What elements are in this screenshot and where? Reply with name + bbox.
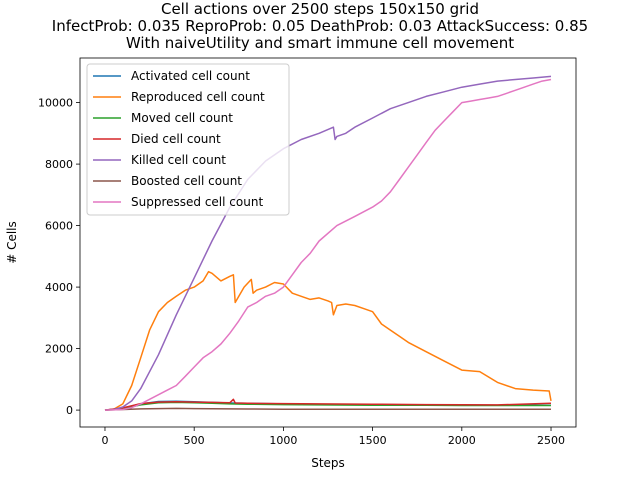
legend-label-died-cell-count: Died cell count bbox=[131, 132, 221, 146]
chart-title-line-3: With naiveUtility and smart immune cell … bbox=[125, 34, 515, 52]
legend-label-moved-cell-count: Moved cell count bbox=[131, 111, 233, 125]
series-line-reproduced-cell-count bbox=[104, 270, 552, 411]
series-line-killed-cell-count bbox=[104, 75, 552, 411]
x-tick-label: 2000 bbox=[448, 434, 476, 447]
x-axis-ticks: 0 500 1000 1500 2000 2500 bbox=[101, 427, 565, 447]
legend: Activated cell count Reproduced cell coun… bbox=[86, 63, 290, 216]
y-axis-label: # Cells bbox=[5, 221, 19, 264]
x-tick-label: 500 bbox=[184, 434, 205, 447]
y-tick-label: 4000 bbox=[45, 281, 73, 294]
legend-box bbox=[86, 63, 290, 216]
x-axis-label: Steps bbox=[311, 456, 345, 470]
legend-label-suppressed-cell-count: Suppressed cell count bbox=[131, 195, 263, 209]
series-line-suppressed-cell-count bbox=[104, 78, 552, 411]
chart-title-line-2: InfectProb: 0.035 ReproProb: 0.05 DeathP… bbox=[51, 17, 589, 35]
legend-label-killed-cell-count: Killed cell count bbox=[131, 153, 226, 167]
legend-label-activated-cell-count: Activated cell count bbox=[131, 69, 250, 83]
y-tick-label: 2000 bbox=[45, 343, 73, 356]
y-tick-label: 10000 bbox=[38, 97, 73, 110]
chart-title-line-1: Cell actions over 2500 steps 150x150 gri… bbox=[160, 0, 480, 18]
x-tick-label: 1000 bbox=[269, 434, 297, 447]
x-tick-label: 2500 bbox=[537, 434, 565, 447]
plot-frame bbox=[79, 57, 577, 428]
series-line-boosted-cell-count bbox=[104, 407, 552, 411]
x-tick-label: 1500 bbox=[359, 434, 387, 447]
y-tick-label: 6000 bbox=[45, 220, 73, 233]
series-line-died-cell-count bbox=[104, 398, 552, 411]
y-axis-ticks: 0 2000 4000 6000 8000 10000 bbox=[38, 97, 80, 417]
legend-label-reproduced-cell-count: Reproduced cell count bbox=[131, 90, 265, 104]
legend-label-boosted-cell-count: Boosted cell count bbox=[131, 174, 242, 188]
series-layer bbox=[104, 75, 552, 411]
y-tick-label: 8000 bbox=[45, 158, 73, 171]
y-tick-label: 0 bbox=[66, 404, 73, 417]
x-tick-label: 0 bbox=[101, 434, 108, 447]
